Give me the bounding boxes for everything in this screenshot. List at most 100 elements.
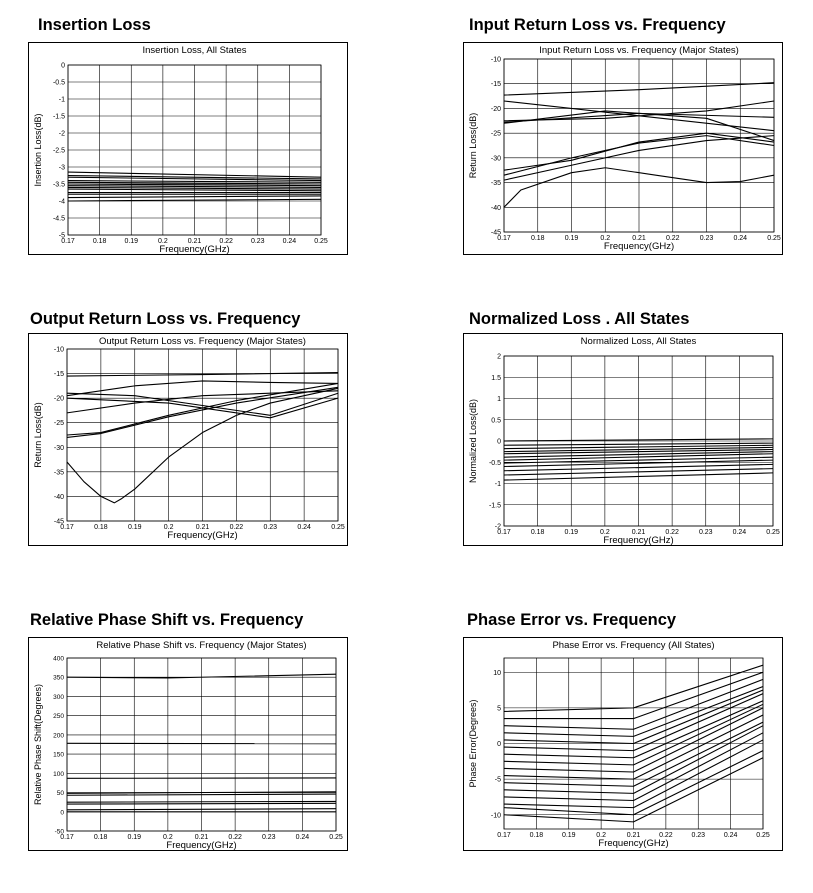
series-line-3 [67, 176, 322, 182]
x-axis-label: Frequency(GHz) [598, 838, 668, 849]
y-tick-label: 1.5 [491, 375, 501, 382]
x-tick-label: 0.22 [228, 834, 242, 841]
x-tick-label: 0.18 [531, 529, 545, 536]
x-tick-label: 0.2 [600, 529, 610, 536]
series-line-2 [66, 380, 339, 397]
series-line-2 [504, 671, 764, 720]
y-tick-label: 50 [57, 790, 65, 797]
chart-title: Output Return Loss vs. Frequency (Major … [99, 336, 306, 347]
series-line-5 [503, 448, 774, 455]
series-line-12 [503, 472, 774, 481]
series-line-1 [503, 82, 775, 96]
y-tick-label: 150 [53, 752, 64, 759]
series-line-3 [503, 444, 774, 450]
y-axis-label: Phase Error(Degrees) [468, 699, 478, 787]
x-tick-label: 0.24 [297, 524, 311, 531]
plot-area [67, 64, 322, 236]
y-tick-label: -1.5 [489, 502, 501, 509]
x-tick-label: 0.2 [596, 832, 606, 839]
series-line-2 [503, 442, 774, 446]
panel-heading: Normalized Loss . All States [469, 310, 690, 328]
y-tick-label: -2.5 [53, 148, 65, 155]
y-tick-label: -5 [495, 777, 501, 784]
y-tick-label: -40 [54, 494, 64, 501]
x-tick-label: 0.22 [230, 524, 244, 531]
x-axis-label: Frequency(GHz) [167, 530, 237, 541]
y-tick-label: -30 [491, 155, 501, 162]
series-line-14 [503, 739, 764, 809]
series-line-8 [66, 808, 337, 811]
x-tick-label: 0.21 [195, 834, 209, 841]
chart-title: Insertion Loss, All States [142, 45, 246, 56]
series-line-5 [503, 689, 764, 745]
x-tick-label: 0.22 [666, 235, 680, 242]
y-tick-label: -50 [55, 829, 65, 836]
series-line-6 [66, 386, 339, 439]
x-axis-label: Frequency(GHz) [166, 840, 236, 851]
x-tick-label: 0.19 [562, 832, 576, 839]
x-tick-label: 0.25 [331, 524, 345, 531]
x-tick-label: 0.22 [665, 529, 679, 536]
series-line-5 [66, 382, 339, 436]
chart-title: Phase Error vs. Frequency (All States) [552, 640, 714, 651]
series-line-8 [67, 186, 322, 190]
x-tick-label: 0.2 [164, 524, 174, 531]
series-line-1 [503, 438, 774, 442]
y-tick-label: -1.5 [53, 114, 65, 121]
series-line-9 [503, 707, 764, 773]
series-line-3 [66, 392, 339, 416]
y-tick-label: -5 [59, 233, 65, 240]
y-tick-label: 250 [53, 713, 64, 720]
y-tick-label: -45 [491, 230, 501, 237]
panel-heading: Insertion Loss [38, 16, 151, 34]
y-tick-label: -20 [54, 396, 64, 403]
series-line-6 [503, 451, 774, 458]
x-tick-label: 0.24 [733, 235, 747, 242]
x-tick-label: 0.17 [60, 524, 74, 531]
y-tick-label: 0 [61, 63, 65, 70]
y-tick-label: 100 [53, 771, 64, 778]
series-line-11 [503, 468, 774, 476]
y-tick-label: 2 [497, 354, 501, 361]
y-tick-label: -15 [54, 371, 64, 378]
chart-title: Normalized Loss, All States [581, 336, 697, 347]
series-line-11 [503, 721, 764, 787]
x-tick-label: 0.18 [531, 235, 545, 242]
series-line-12 [67, 195, 322, 199]
series-line-16 [503, 757, 764, 823]
series-line-4 [66, 390, 339, 414]
y-tick-label: 300 [53, 694, 64, 701]
series-line-1 [503, 664, 764, 712]
panel-heading: Phase Error vs. Frequency [467, 611, 677, 629]
y-tick-label: -20 [491, 106, 501, 113]
x-tick-label: 0.19 [565, 235, 579, 242]
y-tick-label: -45 [54, 519, 64, 526]
series-line-5 [503, 110, 775, 142]
y-tick-label: 0.5 [491, 417, 501, 424]
y-tick-label: -0.5 [489, 460, 501, 467]
x-tick-label: 0.18 [94, 834, 108, 841]
y-tick-label: -2 [59, 131, 65, 138]
series-line-5 [66, 793, 337, 796]
series-line-8 [66, 387, 339, 504]
chart-frame [28, 42, 348, 255]
plot-area [503, 657, 764, 830]
series-line-2 [67, 174, 322, 180]
series-line-4 [503, 685, 764, 737]
y-tick-label: -4 [59, 199, 65, 206]
x-tick-label: 0.18 [530, 832, 544, 839]
y-axis-label: Relative Phase Shift(Degrees) [33, 684, 43, 805]
x-tick-label: 0.17 [497, 529, 511, 536]
x-tick-label: 0.19 [127, 834, 141, 841]
chart-frame [463, 637, 783, 851]
series-line-13 [67, 198, 322, 202]
x-tick-label: 0.17 [497, 832, 511, 839]
series-line-1 [66, 673, 337, 679]
x-tick-label: 0.24 [296, 834, 310, 841]
x-tick-label: 0.19 [564, 529, 578, 536]
series-line-7 [67, 185, 322, 188]
y-tick-label: 200 [53, 732, 64, 739]
